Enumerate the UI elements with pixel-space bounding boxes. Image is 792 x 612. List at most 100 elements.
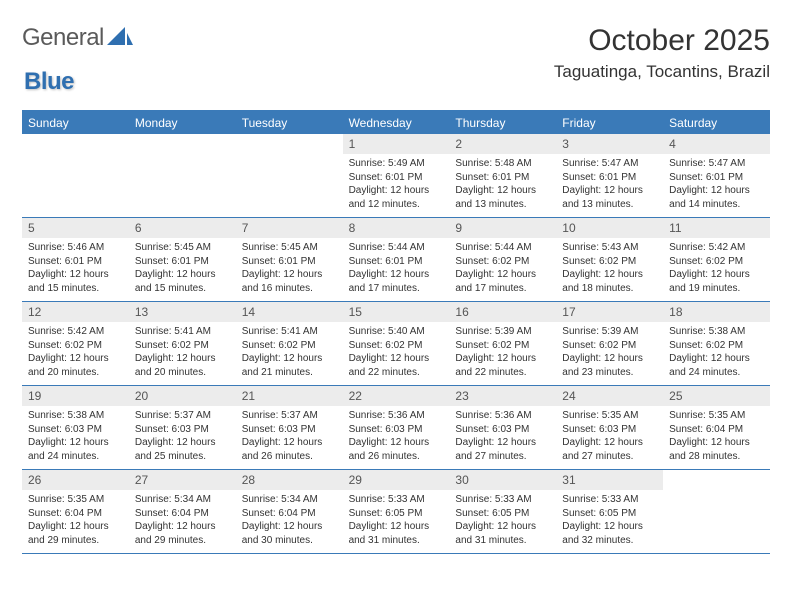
day-cell — [129, 134, 236, 217]
day-number: 28 — [236, 470, 343, 490]
sunrise-line: Sunrise: 5:47 AM — [562, 157, 657, 171]
day-cell: 12Sunrise: 5:42 AMSunset: 6:02 PMDayligh… — [22, 302, 129, 385]
sunset-line: Sunset: 6:03 PM — [455, 423, 550, 437]
daylight-line-1: Daylight: 12 hours — [242, 436, 337, 450]
sunrise-line: Sunrise: 5:40 AM — [349, 325, 444, 339]
sunrise-line: Sunrise: 5:33 AM — [349, 493, 444, 507]
sunrise-line: Sunrise: 5:38 AM — [28, 409, 123, 423]
day-number: 13 — [129, 302, 236, 322]
sunset-line: Sunset: 6:02 PM — [455, 255, 550, 269]
day-number: 22 — [343, 386, 450, 406]
sunrise-line: Sunrise: 5:38 AM — [669, 325, 764, 339]
day-details: Sunrise: 5:34 AMSunset: 6:04 PMDaylight:… — [236, 490, 343, 547]
dayname-sat: Saturday — [663, 112, 770, 134]
sunrise-line: Sunrise: 5:45 AM — [242, 241, 337, 255]
daylight-line-2: and 15 minutes. — [28, 282, 123, 296]
daylight-line-2: and 29 minutes. — [28, 534, 123, 548]
daylight-line-1: Daylight: 12 hours — [669, 436, 764, 450]
sunset-line: Sunset: 6:02 PM — [669, 339, 764, 353]
weeks-container: 1Sunrise: 5:49 AMSunset: 6:01 PMDaylight… — [22, 134, 770, 554]
sunset-line: Sunset: 6:02 PM — [455, 339, 550, 353]
location-subtitle: Taguatinga, Tocantins, Brazil — [554, 62, 770, 82]
day-details: Sunrise: 5:42 AMSunset: 6:02 PMDaylight:… — [663, 238, 770, 295]
daylight-line-2: and 20 minutes. — [28, 366, 123, 380]
sunset-line: Sunset: 6:03 PM — [562, 423, 657, 437]
day-details: Sunrise: 5:36 AMSunset: 6:03 PMDaylight:… — [343, 406, 450, 463]
day-cell: 30Sunrise: 5:33 AMSunset: 6:05 PMDayligh… — [449, 470, 556, 553]
daylight-line-1: Daylight: 12 hours — [455, 520, 550, 534]
day-cell: 3Sunrise: 5:47 AMSunset: 6:01 PMDaylight… — [556, 134, 663, 217]
daylight-line-2: and 22 minutes. — [349, 366, 444, 380]
day-number: 24 — [556, 386, 663, 406]
day-details: Sunrise: 5:37 AMSunset: 6:03 PMDaylight:… — [129, 406, 236, 463]
sunrise-line: Sunrise: 5:39 AM — [455, 325, 550, 339]
daylight-line-1: Daylight: 12 hours — [135, 436, 230, 450]
daylight-line-2: and 25 minutes. — [135, 450, 230, 464]
day-cell: 26Sunrise: 5:35 AMSunset: 6:04 PMDayligh… — [22, 470, 129, 553]
day-cell: 19Sunrise: 5:38 AMSunset: 6:03 PMDayligh… — [22, 386, 129, 469]
day-details: Sunrise: 5:35 AMSunset: 6:04 PMDaylight:… — [663, 406, 770, 463]
day-details: Sunrise: 5:47 AMSunset: 6:01 PMDaylight:… — [663, 154, 770, 211]
day-number: 25 — [663, 386, 770, 406]
sunset-line: Sunset: 6:03 PM — [349, 423, 444, 437]
sunrise-line: Sunrise: 5:36 AM — [455, 409, 550, 423]
day-details: Sunrise: 5:41 AMSunset: 6:02 PMDaylight:… — [129, 322, 236, 379]
day-cell — [22, 134, 129, 217]
daylight-line-1: Daylight: 12 hours — [28, 436, 123, 450]
day-details: Sunrise: 5:36 AMSunset: 6:03 PMDaylight:… — [449, 406, 556, 463]
sunset-line: Sunset: 6:02 PM — [242, 339, 337, 353]
sail-icon — [107, 27, 133, 52]
day-details: Sunrise: 5:46 AMSunset: 6:01 PMDaylight:… — [22, 238, 129, 295]
sunset-line: Sunset: 6:01 PM — [135, 255, 230, 269]
day-cell: 2Sunrise: 5:48 AMSunset: 6:01 PMDaylight… — [449, 134, 556, 217]
day-cell: 7Sunrise: 5:45 AMSunset: 6:01 PMDaylight… — [236, 218, 343, 301]
sunrise-line: Sunrise: 5:47 AM — [669, 157, 764, 171]
sunrise-line: Sunrise: 5:33 AM — [455, 493, 550, 507]
day-number: 5 — [22, 218, 129, 238]
dayname-fri: Friday — [556, 112, 663, 134]
day-cell: 23Sunrise: 5:36 AMSunset: 6:03 PMDayligh… — [449, 386, 556, 469]
day-header-row: Sunday Monday Tuesday Wednesday Thursday… — [22, 112, 770, 134]
daylight-line-2: and 26 minutes. — [349, 450, 444, 464]
daylight-line-2: and 13 minutes. — [455, 198, 550, 212]
daylight-line-1: Daylight: 12 hours — [242, 520, 337, 534]
daylight-line-2: and 19 minutes. — [669, 282, 764, 296]
daylight-line-2: and 27 minutes. — [562, 450, 657, 464]
sunset-line: Sunset: 6:02 PM — [28, 339, 123, 353]
dayname-thu: Thursday — [449, 112, 556, 134]
daylight-line-2: and 31 minutes. — [455, 534, 550, 548]
daylight-line-1: Daylight: 12 hours — [349, 520, 444, 534]
week-row: 5Sunrise: 5:46 AMSunset: 6:01 PMDaylight… — [22, 218, 770, 302]
sunrise-line: Sunrise: 5:46 AM — [28, 241, 123, 255]
sunset-line: Sunset: 6:05 PM — [562, 507, 657, 521]
daylight-line-2: and 24 minutes. — [28, 450, 123, 464]
sunrise-line: Sunrise: 5:41 AM — [242, 325, 337, 339]
day-details: Sunrise: 5:48 AMSunset: 6:01 PMDaylight:… — [449, 154, 556, 211]
sunset-line: Sunset: 6:01 PM — [28, 255, 123, 269]
day-number: 31 — [556, 470, 663, 490]
day-cell: 28Sunrise: 5:34 AMSunset: 6:04 PMDayligh… — [236, 470, 343, 553]
sunset-line: Sunset: 6:04 PM — [28, 507, 123, 521]
sunrise-line: Sunrise: 5:33 AM — [562, 493, 657, 507]
day-details: Sunrise: 5:35 AMSunset: 6:04 PMDaylight:… — [22, 490, 129, 547]
sunset-line: Sunset: 6:01 PM — [669, 171, 764, 185]
sunrise-line: Sunrise: 5:37 AM — [242, 409, 337, 423]
sunset-line: Sunset: 6:01 PM — [349, 171, 444, 185]
day-details: Sunrise: 5:35 AMSunset: 6:03 PMDaylight:… — [556, 406, 663, 463]
day-cell — [663, 470, 770, 553]
daylight-line-2: and 17 minutes. — [455, 282, 550, 296]
day-cell: 14Sunrise: 5:41 AMSunset: 6:02 PMDayligh… — [236, 302, 343, 385]
day-number: 26 — [22, 470, 129, 490]
sunrise-line: Sunrise: 5:34 AM — [242, 493, 337, 507]
sunrise-line: Sunrise: 5:39 AM — [562, 325, 657, 339]
daylight-line-1: Daylight: 12 hours — [562, 352, 657, 366]
sunset-line: Sunset: 6:01 PM — [242, 255, 337, 269]
sunset-line: Sunset: 6:04 PM — [242, 507, 337, 521]
day-number: 18 — [663, 302, 770, 322]
day-details: Sunrise: 5:33 AMSunset: 6:05 PMDaylight:… — [343, 490, 450, 547]
day-number: 15 — [343, 302, 450, 322]
daylight-line-2: and 20 minutes. — [135, 366, 230, 380]
daylight-line-1: Daylight: 12 hours — [28, 352, 123, 366]
daylight-line-2: and 30 minutes. — [242, 534, 337, 548]
sunset-line: Sunset: 6:02 PM — [562, 339, 657, 353]
